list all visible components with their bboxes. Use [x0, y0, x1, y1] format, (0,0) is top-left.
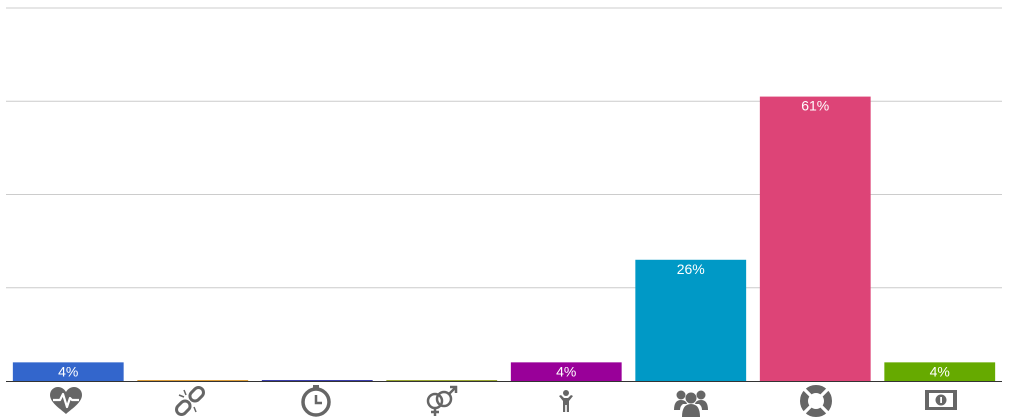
health-icon	[50, 387, 82, 414]
bar-value-label: 26%	[677, 261, 705, 277]
bars	[12, 96, 996, 382]
bar	[386, 380, 498, 381]
stopwatch-icon	[301, 385, 331, 417]
bar	[12, 362, 124, 381]
bar-value-labels: 4% 4% 26% 61% 4%	[58, 98, 950, 380]
lifebuoy-icon	[800, 385, 832, 417]
bar	[884, 362, 996, 381]
group-icon	[674, 390, 708, 417]
bar	[261, 380, 373, 381]
bar	[510, 362, 622, 381]
bar-value-label: 4%	[556, 363, 576, 379]
gender-icon	[426, 385, 458, 416]
money-icon	[925, 390, 957, 410]
bar-value-label: 61%	[801, 98, 829, 114]
bar	[635, 259, 747, 381]
category-icons	[50, 385, 957, 417]
bar-value-label: 4%	[930, 363, 950, 379]
child-icon	[559, 390, 573, 412]
bar	[759, 96, 871, 382]
bar	[137, 380, 249, 381]
bar-value-label: 4%	[58, 363, 78, 379]
broken-link-icon	[175, 386, 205, 416]
